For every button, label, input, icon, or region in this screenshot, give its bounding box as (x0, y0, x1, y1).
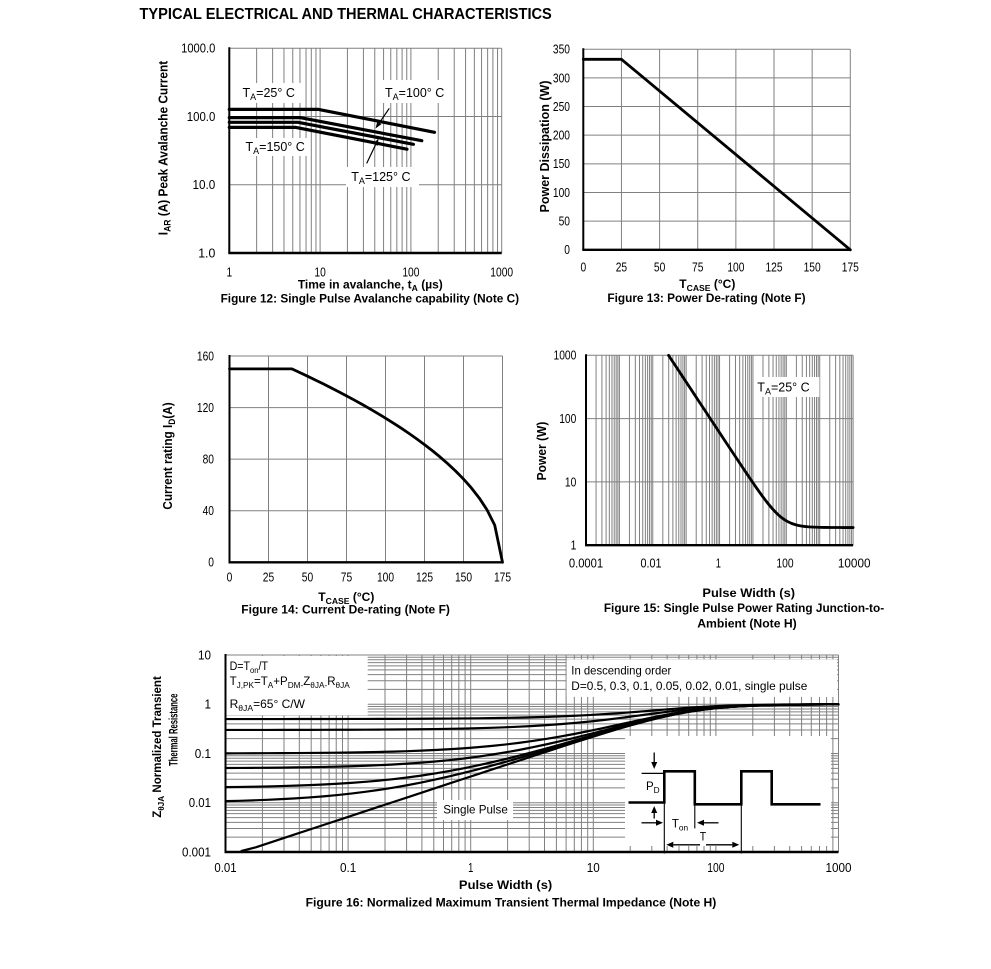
svg-text:Figure 15: Single Pulse Power: Figure 15: Single Pulse Power Rating Jun… (604, 601, 884, 615)
svg-text:RθJA=65° C/W: RθJA=65° C/W (230, 697, 306, 713)
svg-text:100: 100 (377, 570, 394, 585)
svg-text:0: 0 (580, 260, 586, 275)
svg-text:Single Pulse: Single Pulse (443, 803, 508, 817)
svg-text:300: 300 (553, 70, 570, 85)
svg-text:Figure 12: Single Pulse Avalan: Figure 12: Single Pulse Avalanche capabi… (221, 292, 520, 306)
svg-text:0.01: 0.01 (189, 795, 211, 810)
svg-text:Current rating ID(A): Current rating ID(A) (161, 402, 177, 509)
svg-text:TCASE (°C): TCASE (°C) (679, 277, 735, 293)
svg-text:1: 1 (468, 860, 473, 875)
svg-text:1000: 1000 (490, 264, 513, 279)
svg-text:IAR (A) Peak Avalanche Current: IAR (A) Peak Avalanche Current (156, 61, 172, 235)
svg-text:100: 100 (776, 556, 793, 571)
svg-text:1000: 1000 (554, 348, 577, 363)
svg-text:In descending order: In descending order (571, 663, 671, 677)
svg-text:Ambient (Note H): Ambient (Note H) (697, 617, 797, 631)
svg-text:0: 0 (564, 242, 570, 257)
svg-text:Pulse Width (s): Pulse Width (s) (459, 878, 552, 892)
svg-text:TA=100° C: TA=100° C (385, 86, 444, 102)
svg-text:Power (W): Power (W) (535, 422, 549, 481)
svg-text:150: 150 (804, 260, 821, 275)
svg-text:0.001: 0.001 (182, 844, 211, 859)
svg-text:50: 50 (559, 214, 570, 229)
svg-text:TA=25° C: TA=25° C (757, 381, 809, 397)
svg-text:Figure 13: Power De-rating (No: Figure 13: Power De-rating (Note F) (607, 291, 805, 305)
svg-text:10: 10 (198, 647, 211, 662)
svg-text:350: 350 (553, 42, 570, 57)
svg-text:25: 25 (616, 260, 627, 275)
svg-text:D=0.5, 0.3, 0.1, 0.05, 0.02, 0: D=0.5, 0.3, 0.1, 0.05, 0.02, 0.01, singl… (571, 679, 807, 693)
svg-text:40: 40 (203, 503, 214, 518)
svg-text:0.01: 0.01 (641, 556, 662, 571)
svg-text:TJ,PK=TA+PDM-ZθJA-RθJA: TJ,PK=TA+PDM-ZθJA-RθJA (230, 675, 351, 690)
svg-text:150: 150 (553, 156, 570, 171)
svg-text:25: 25 (263, 570, 274, 585)
svg-text:10: 10 (587, 860, 600, 875)
svg-text:100: 100 (559, 411, 576, 426)
svg-text:1: 1 (571, 538, 577, 553)
svg-text:10000: 10000 (838, 556, 871, 571)
svg-text:200: 200 (553, 128, 570, 143)
svg-text:75: 75 (692, 260, 703, 275)
svg-text:Pulse Width (s): Pulse Width (s) (702, 586, 795, 600)
svg-text:TA=125° C: TA=125° C (351, 170, 410, 186)
svg-text:10: 10 (565, 474, 576, 489)
svg-text:100: 100 (727, 260, 744, 275)
svg-text:100: 100 (553, 185, 570, 200)
svg-text:Ton: Ton (672, 819, 689, 833)
svg-text:Time in avalanche, tA (µs): Time in avalanche, tA (µs) (298, 277, 443, 293)
svg-text:100: 100 (402, 264, 419, 279)
svg-text:PD: PD (646, 781, 660, 795)
svg-text:Figure 14: Current De-rating (: Figure 14: Current De-rating (Note F) (241, 603, 450, 617)
svg-text:175: 175 (494, 570, 511, 585)
svg-text:0: 0 (208, 555, 214, 570)
svg-text:TA=25° C: TA=25° C (243, 86, 295, 102)
svg-text:1000: 1000 (826, 860, 852, 875)
svg-text:1000.0: 1000.0 (181, 41, 215, 56)
svg-text:ZθJA Normalized Transient: ZθJA Normalized Transient (151, 676, 166, 818)
svg-text:125: 125 (765, 260, 782, 275)
svg-text:100: 100 (707, 860, 724, 875)
svg-text:80: 80 (203, 452, 214, 467)
svg-text:175: 175 (842, 260, 859, 275)
svg-text:160: 160 (197, 348, 214, 363)
svg-text:Power Dissipation (W): Power Dissipation (W) (538, 81, 552, 213)
svg-text:250: 250 (553, 99, 570, 114)
svg-text:75: 75 (341, 570, 352, 585)
svg-text:0.0001: 0.0001 (569, 556, 603, 571)
svg-text:125: 125 (416, 570, 433, 585)
svg-text:TYPICAL ELECTRICAL AND THERMAL: TYPICAL ELECTRICAL AND THERMAL CHARACTER… (140, 6, 552, 23)
svg-text:120: 120 (197, 400, 214, 415)
svg-text:TCASE (°C): TCASE (°C) (318, 590, 374, 606)
svg-text:1.0: 1.0 (198, 245, 215, 260)
svg-text:150: 150 (455, 570, 472, 585)
svg-text:10: 10 (314, 264, 325, 279)
svg-text:TA=150° C: TA=150° C (246, 140, 305, 156)
svg-text:0.1: 0.1 (195, 746, 211, 761)
svg-text:100.0: 100.0 (187, 109, 216, 124)
svg-text:50: 50 (654, 260, 665, 275)
svg-text:1: 1 (226, 264, 232, 279)
svg-text:10.0: 10.0 (193, 177, 216, 192)
svg-text:D=Ton/T: D=Ton/T (230, 660, 269, 675)
svg-text:Figure 16: Normalized Maximum: Figure 16: Normalized Maximum Transient … (306, 896, 717, 910)
svg-text:0: 0 (227, 570, 233, 585)
svg-text:T: T (700, 830, 707, 844)
svg-text:Thermal Resistance: Thermal Resistance (168, 693, 181, 766)
svg-text:0.01: 0.01 (214, 860, 236, 875)
svg-text:1: 1 (716, 556, 721, 571)
svg-text:50: 50 (302, 570, 313, 585)
svg-text:1: 1 (205, 697, 212, 712)
svg-text:0.1: 0.1 (340, 860, 356, 875)
